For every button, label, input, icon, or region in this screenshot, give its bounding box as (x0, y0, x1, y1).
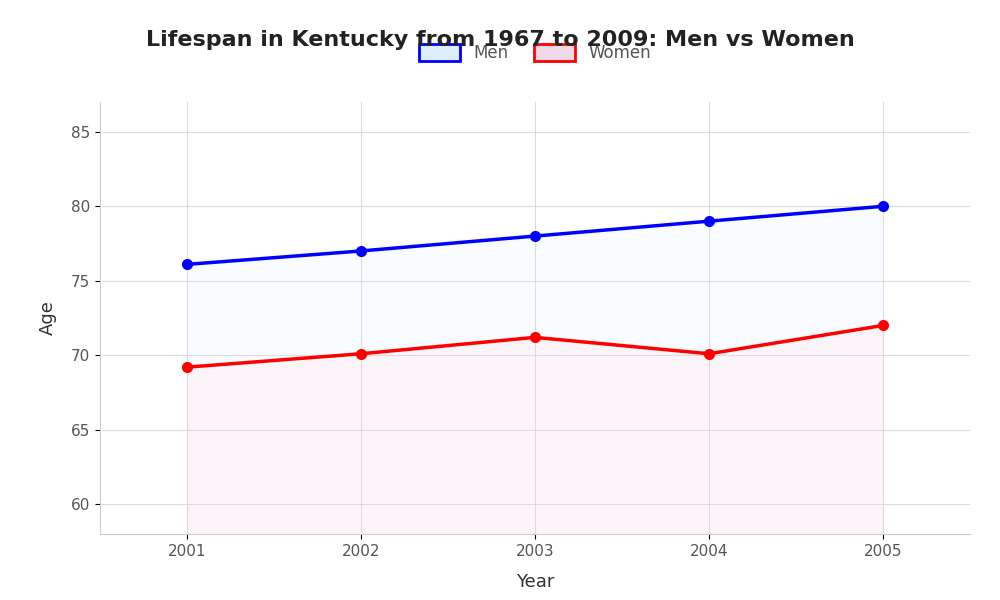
Legend: Men, Women: Men, Women (412, 37, 658, 69)
Y-axis label: Age: Age (39, 301, 57, 335)
Text: Lifespan in Kentucky from 1967 to 2009: Men vs Women: Lifespan in Kentucky from 1967 to 2009: … (146, 30, 854, 50)
X-axis label: Year: Year (516, 572, 554, 590)
